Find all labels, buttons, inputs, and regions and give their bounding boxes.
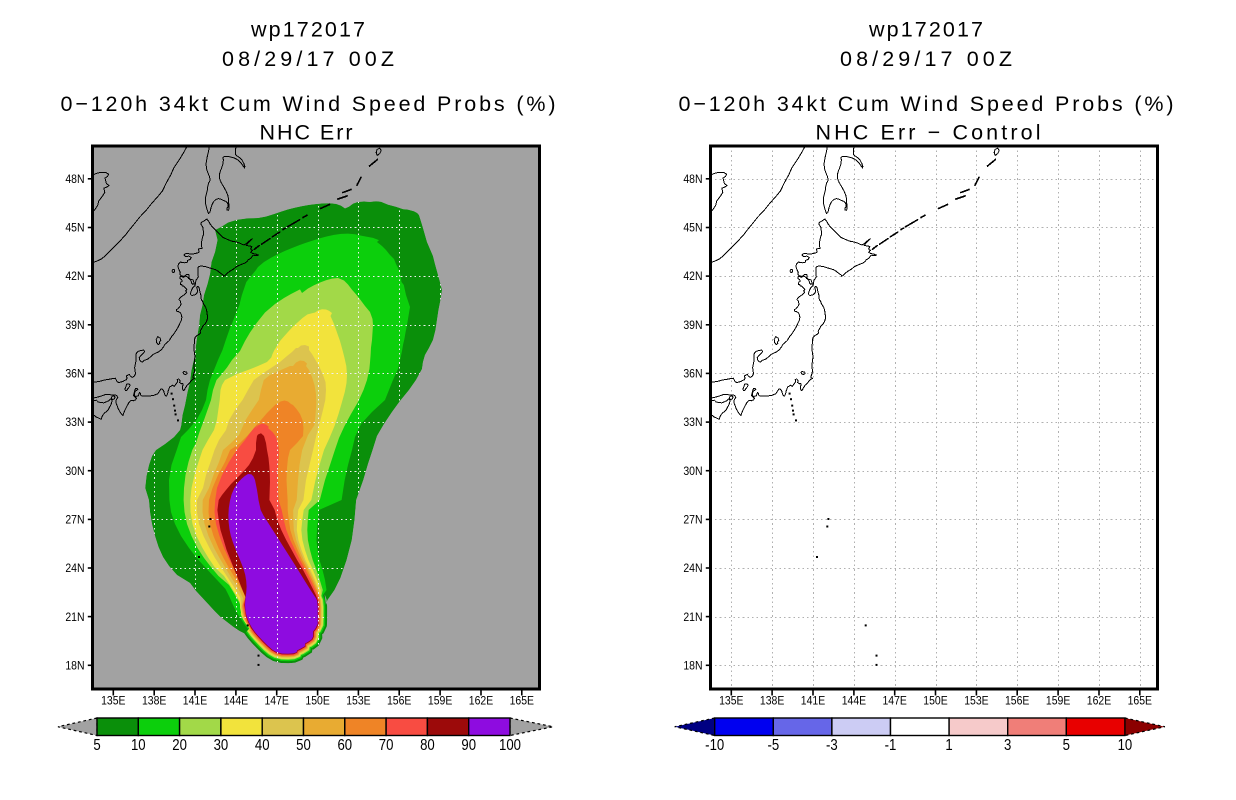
svg-text:-3: -3 — [826, 737, 838, 754]
svg-text:39N: 39N — [65, 319, 84, 332]
svg-text:39N: 39N — [683, 319, 702, 332]
svg-text:147E: 147E — [882, 695, 906, 708]
svg-text:30: 30 — [214, 737, 229, 754]
svg-text:147E: 147E — [264, 695, 288, 708]
svg-text:1: 1 — [945, 737, 952, 754]
svg-text:159E: 159E — [428, 695, 452, 708]
svg-text:42N: 42N — [683, 271, 702, 284]
svg-text:141E: 141E — [183, 695, 207, 708]
svg-text:18N: 18N — [65, 660, 84, 673]
svg-text:5: 5 — [1063, 737, 1070, 754]
svg-text:0−120h 34kt Cum Wind Speed Pro: 0−120h 34kt Cum Wind Speed Probs (%) — [61, 92, 556, 116]
svg-text:162E: 162E — [469, 695, 493, 708]
svg-text:165E: 165E — [1128, 695, 1152, 708]
svg-text:wp172017: wp172017 — [250, 18, 365, 42]
svg-text:150E: 150E — [923, 695, 947, 708]
svg-text:18N: 18N — [683, 660, 702, 673]
svg-text:162E: 162E — [1087, 695, 1111, 708]
svg-text:3: 3 — [1004, 737, 1011, 754]
svg-text:10: 10 — [1118, 737, 1133, 754]
svg-text:138E: 138E — [142, 695, 166, 708]
svg-text:165E: 165E — [510, 695, 534, 708]
svg-text:10: 10 — [131, 737, 146, 754]
svg-text:wp172017: wp172017 — [868, 18, 983, 42]
svg-text:NHC Err: NHC Err — [260, 121, 353, 145]
svg-text:60: 60 — [337, 737, 352, 754]
svg-text:21N: 21N — [683, 611, 702, 624]
svg-text:27N: 27N — [65, 514, 84, 527]
svg-text:20: 20 — [172, 737, 187, 754]
svg-text:48N: 48N — [683, 173, 702, 186]
svg-text:135E: 135E — [719, 695, 743, 708]
svg-text:27N: 27N — [683, 514, 702, 527]
svg-text:21N: 21N — [65, 611, 84, 624]
svg-text:24N: 24N — [65, 563, 84, 576]
svg-text:159E: 159E — [1046, 695, 1070, 708]
svg-text:36N: 36N — [683, 368, 702, 381]
svg-text:30N: 30N — [683, 465, 702, 478]
svg-text:153E: 153E — [964, 695, 988, 708]
svg-text:70: 70 — [379, 737, 394, 754]
svg-text:50: 50 — [296, 737, 311, 754]
svg-text:144E: 144E — [842, 695, 866, 708]
svg-text:NHC Err − Control: NHC Err − Control — [816, 121, 1041, 145]
svg-text:-10: -10 — [705, 737, 724, 754]
svg-text:80: 80 — [420, 737, 435, 754]
svg-text:153E: 153E — [346, 695, 370, 708]
svg-text:-5: -5 — [767, 737, 779, 754]
svg-text:141E: 141E — [801, 695, 825, 708]
svg-text:156E: 156E — [1005, 695, 1029, 708]
svg-text:08/29/17 00Z: 08/29/17 00Z — [222, 47, 394, 71]
svg-text:144E: 144E — [224, 695, 248, 708]
svg-text:45N: 45N — [65, 222, 84, 235]
svg-text:150E: 150E — [305, 695, 329, 708]
svg-text:135E: 135E — [101, 695, 125, 708]
svg-text:36N: 36N — [65, 368, 84, 381]
svg-text:30N: 30N — [65, 465, 84, 478]
svg-text:90: 90 — [461, 737, 476, 754]
svg-text:42N: 42N — [65, 271, 84, 284]
svg-text:08/29/17 00Z: 08/29/17 00Z — [840, 47, 1012, 71]
svg-text:33N: 33N — [683, 417, 702, 430]
svg-text:33N: 33N — [65, 417, 84, 430]
svg-text:24N: 24N — [683, 563, 702, 576]
svg-text:156E: 156E — [387, 695, 411, 708]
svg-text:48N: 48N — [65, 173, 84, 186]
svg-text:40: 40 — [255, 737, 270, 754]
svg-text:45N: 45N — [683, 222, 702, 235]
svg-text:138E: 138E — [760, 695, 784, 708]
svg-text:5: 5 — [93, 737, 100, 754]
svg-text:0−120h 34kt Cum Wind Speed Pro: 0−120h 34kt Cum Wind Speed Probs (%) — [679, 92, 1174, 116]
svg-text:100: 100 — [499, 737, 521, 754]
svg-text:-1: -1 — [885, 737, 897, 754]
